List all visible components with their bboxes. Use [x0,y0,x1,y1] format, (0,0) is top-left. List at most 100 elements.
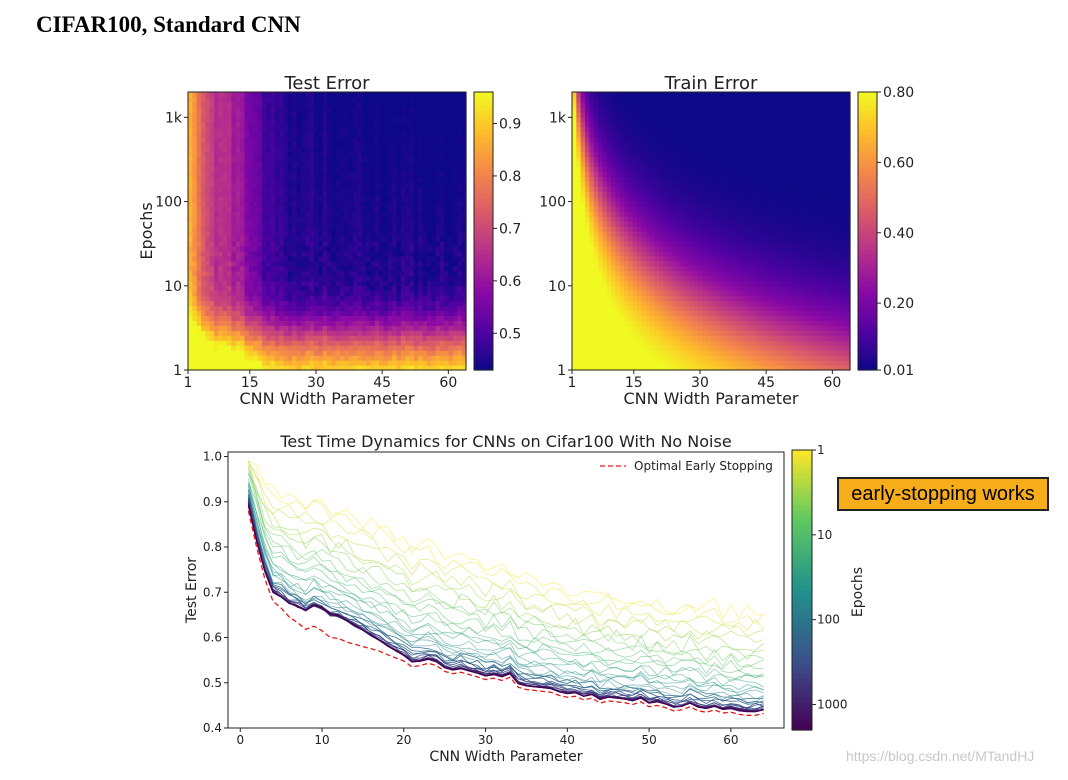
heatmap-cell [314,301,319,307]
heatmap-cell [253,281,258,287]
heatmap-cell [370,196,375,202]
heatmap-cell [362,301,367,307]
heatmap-cell [240,320,245,326]
heatmap-cell [236,122,241,128]
heatmap-cell [672,330,677,336]
heatmap-cell [572,241,577,247]
heatmap-cell [262,162,267,168]
colorbar-segment [474,347,493,352]
heatmap-cell [218,132,223,138]
heatmap-cell [436,186,441,192]
heatmap-cell [353,107,358,113]
heatmap-cell [227,152,232,158]
heatmap-cell [353,97,358,103]
heatmap-cell [223,246,228,252]
heatmap-cell [642,315,647,321]
heatmap-cell [615,132,620,138]
heatmap-cell [240,211,245,217]
heatmap-cell [258,320,263,326]
heatmap-cell [271,266,276,272]
heatmap-cell [366,147,371,153]
heatmap-cell [624,310,629,316]
heatmap-cell [353,350,358,356]
heatmap-cell [379,310,384,316]
heatmap-cell [318,325,323,331]
heatmap-cell [585,181,590,187]
heatmap-cell [201,166,206,172]
heatmap-cell [349,112,354,118]
heatmap-cell [258,301,263,307]
heatmap-cell [188,305,193,311]
heatmap-cell [576,315,581,321]
heatmap-cell [223,176,228,182]
heatmap-cell [349,107,354,113]
heatmap-cell [240,142,245,148]
heatmap-cell [262,112,267,118]
heatmap-cell [397,147,402,153]
heatmap-cell [201,301,206,307]
heatmap-cell [611,122,616,128]
heatmap-cell [397,281,402,287]
heatmap-cell [197,206,202,212]
heatmap-cell [331,315,336,321]
heatmap-cell [436,102,441,108]
heatmap-cell [370,360,375,366]
heatmap-cell [624,122,629,128]
heatmap-cell [240,271,245,277]
heatmap-cell [598,196,603,202]
heatmap-cell [201,122,206,128]
heatmap-cell [663,181,668,187]
heatmap-cell [436,216,441,222]
heatmap-cell [323,330,328,336]
heatmap-cell [197,256,202,262]
heatmap-cell [262,102,267,108]
heatmap-cell [668,315,673,321]
heatmap-cell [305,152,310,158]
heatmap-cell [227,107,232,113]
heatmap-cell [314,320,319,326]
heatmap-cell [305,201,310,207]
heatmap-cell [301,291,306,297]
heatmap-cell [349,157,354,163]
heatmap-cell [262,206,267,212]
heatmap-cell [440,221,445,227]
heatmap-cell [370,176,375,182]
heatmap-cell [457,201,462,207]
heatmap-cell [336,181,341,187]
heatmap-cell [205,246,210,252]
heatmap-cell [340,276,345,282]
heatmap-cell [310,132,315,138]
heatmap-cell [668,127,673,133]
heatmap-cell [275,97,280,103]
x-tick-label: 1 [184,375,193,391]
heatmap-cell [305,345,310,351]
heatmap-cell [589,350,594,356]
heatmap-cell [336,276,341,282]
heatmap-cell [266,102,271,108]
heatmap-cell [436,246,441,252]
heatmap-cell [410,176,415,182]
heatmap-cell [227,216,232,222]
heatmap-cell [318,122,323,128]
heatmap-cell [602,221,607,227]
heatmap-cell [388,266,393,272]
heatmap-cell [258,92,263,98]
heatmap-cell [231,137,236,143]
heatmap-cell [288,301,293,307]
heatmap-cell [279,261,284,267]
heatmap-cell [615,291,620,297]
heatmap-cell [258,266,263,272]
heatmap-cell [611,330,616,336]
heatmap-cell [201,201,206,207]
heatmap-cell [205,112,210,118]
heatmap-cell [271,315,276,321]
heatmap-cell [401,325,406,331]
heatmap-cell [650,241,655,247]
heatmap-cell [288,211,293,217]
heatmap-cell [572,310,577,316]
heatmap-cell [366,127,371,133]
heatmap-cell [305,320,310,326]
heatmap-cell [253,271,258,277]
heatmap-cell [375,320,380,326]
heatmap-cell [244,335,249,341]
